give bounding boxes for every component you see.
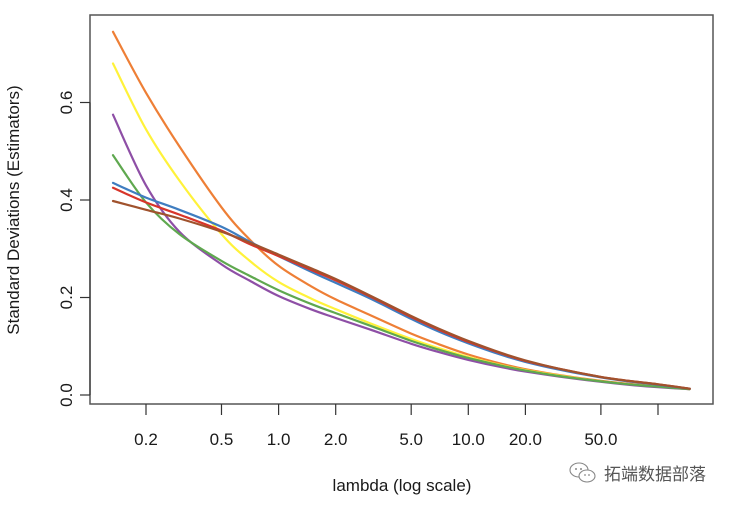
y-tick-label: 0.0 [57,383,76,407]
x-tick-label: 20.0 [509,430,542,449]
x-axis: 0.2 0.5 1.0 2.0 5.0 10.0 20.0 50.0 [134,404,659,449]
watermark: 拓端数据部落 [568,460,706,485]
y-tick-label: 0.4 [57,188,76,212]
series-line-blue [111,181,691,390]
x-tick-label: 10.0 [452,430,485,449]
x-tick-label: 2.0 [324,430,348,449]
y-tick-label: 0.2 [57,286,76,310]
wechat-icon [569,461,596,483]
x-tick-label: 1.0 [267,430,291,449]
series-line-brown [111,199,691,390]
series-line-green [111,154,691,391]
x-tick-label: 50.0 [584,430,617,449]
series-line-purple [111,113,691,391]
x-tick-label: 5.0 [399,430,423,449]
x-axis-title: lambda (log scale) [333,476,472,495]
x-tick-label: 0.2 [134,430,158,449]
watermark-text: 拓端数据部落 [604,465,706,485]
y-tick-label: 0.6 [57,91,76,115]
y-axis-title: Standard Deviations (Estimators) [4,85,23,334]
plot-area-border [89,14,714,405]
x-tick-label: 0.5 [210,430,234,449]
y-axis: 0.0 0.2 0.4 0.6 [57,91,91,407]
series-layer [111,30,691,391]
